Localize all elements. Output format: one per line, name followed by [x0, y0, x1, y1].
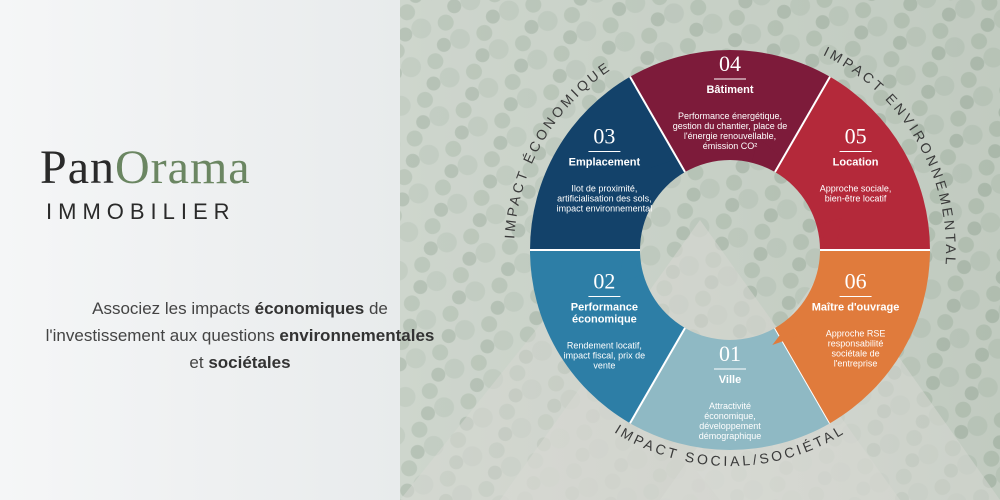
segment-number: 06	[845, 269, 867, 294]
segment-desc: impact environnemental	[557, 204, 653, 214]
segment-number: 01	[719, 341, 741, 366]
segment-desc: Attractivité	[709, 401, 751, 411]
segment-desc: économique,	[704, 411, 756, 421]
logo-part1: Pan	[40, 141, 115, 194]
segment-desc: Approche RSE	[826, 329, 886, 339]
segment-desc: démographique	[699, 431, 762, 441]
segment-desc: impact fiscal, prix de	[564, 351, 646, 361]
segment-desc: Ilot de proximité,	[571, 184, 637, 194]
segment-desc: vente	[593, 361, 615, 371]
logo: PanOrama	[40, 140, 440, 195]
segment-desc: Approche sociale,	[820, 184, 892, 194]
segment-desc: l'entreprise	[834, 359, 878, 369]
segment-title: Performance	[571, 302, 638, 314]
segment-desc: sociétale de	[832, 349, 880, 359]
segment-desc: artificialisation des sols,	[557, 194, 652, 204]
segment-title: économique	[572, 314, 637, 326]
segment-desc: l'énergie renouvellable,	[684, 131, 776, 141]
segment-desc: responsabilité	[828, 339, 884, 349]
segment-title: Maître d'ouvrage	[812, 302, 900, 314]
segment-number: 04	[719, 51, 741, 76]
segment-desc: émission CO²	[703, 141, 758, 151]
segment-desc: développement	[699, 421, 761, 431]
segment-title: Location	[833, 157, 879, 169]
segment-title: Ville	[719, 374, 741, 386]
tagline: Associez les impacts économiques de l'in…	[40, 295, 440, 377]
segment-number: 02	[593, 269, 615, 294]
segment-number: 03	[593, 124, 615, 149]
segment-desc: gestion du chantier, place de	[673, 121, 788, 131]
left-panel: PanOrama IMMOBILIER Associez les impacts…	[40, 140, 440, 377]
segment-title: Bâtiment	[706, 84, 753, 96]
logo-part2: Orama	[115, 141, 251, 194]
segment-desc: bien-être locatif	[825, 194, 887, 204]
segment-number: 05	[845, 124, 867, 149]
logo-subtitle: IMMOBILIER	[46, 199, 440, 225]
segment-desc: Rendement locatif,	[567, 341, 642, 351]
segment-title: Emplacement	[569, 157, 641, 169]
segment-desc: Performance énergétique,	[678, 111, 782, 121]
impact-wheel: IMPACT ÉCONOMIQUEIMPACT ENVIRONNEMENTALI…	[490, 10, 970, 490]
